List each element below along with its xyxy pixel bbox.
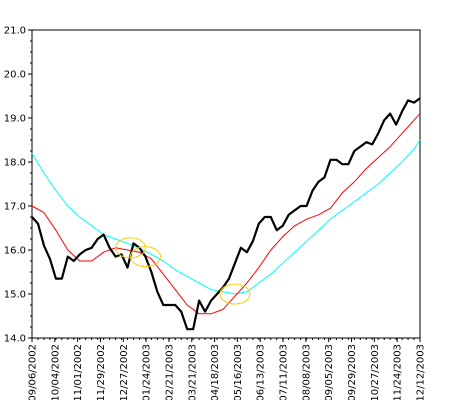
x-tick-label: 09/29/2003 — [347, 344, 358, 400]
y-tick-label: 20.0 — [4, 70, 26, 81]
y-tick-label: 16.0 — [4, 246, 26, 257]
x-tick-label: 12/12/2003 — [416, 344, 427, 400]
y-tick-label: 15.0 — [4, 290, 26, 301]
x-tick-label: 04/18/2003 — [210, 344, 221, 400]
x-tick-label: 06/13/2003 — [256, 344, 267, 400]
x-tick-label: 10/27/2003 — [370, 344, 381, 400]
x-tick-label: 03/21/2003 — [187, 344, 198, 400]
x-tick-label: 11/01/2002 — [73, 344, 84, 400]
x-tick-label: 01/24/2003 — [142, 344, 153, 400]
y-tick-label: 19.0 — [4, 114, 26, 125]
plot-area — [31, 29, 421, 339]
series-line-2 — [31, 139, 421, 295]
y-tick-label: 14.0 — [4, 334, 26, 345]
y-tick-label: 21.0 — [4, 26, 26, 37]
x-tick-label: 02/21/2003 — [164, 344, 175, 400]
highlight-ellipse-1 — [129, 246, 161, 268]
x-axis: 09/06/2002 10/04/2002 11/01/2002 11/29/2002… — [28, 338, 427, 400]
x-tick-label: 11/24/2003 — [393, 344, 404, 400]
x-tick-label: 05/16/2003 — [233, 344, 244, 400]
y-tick-label: 18.0 — [4, 158, 26, 169]
x-tick-label: 08/08/2003 — [301, 344, 312, 400]
annotation-layer — [114, 237, 251, 305]
x-tick-label: 11/29/2002 — [96, 344, 107, 400]
x-tick-label: 09/05/2003 — [324, 344, 335, 400]
y-tick-label: 17.0 — [4, 202, 26, 213]
highlight-ellipse-2 — [219, 283, 251, 305]
series-line-0 — [31, 97, 421, 331]
x-tick-label: 12/27/2002 — [119, 344, 130, 400]
x-tick-label: 07/11/2003 — [279, 344, 290, 400]
x-tick-label: 10/04/2002 — [50, 344, 61, 400]
y-axis: 14.0 15.0 16.0 17.0 18.0 19.0 20.0 21.0 — [4, 26, 32, 345]
x-tick-label: 09/06/2002 — [28, 344, 39, 400]
